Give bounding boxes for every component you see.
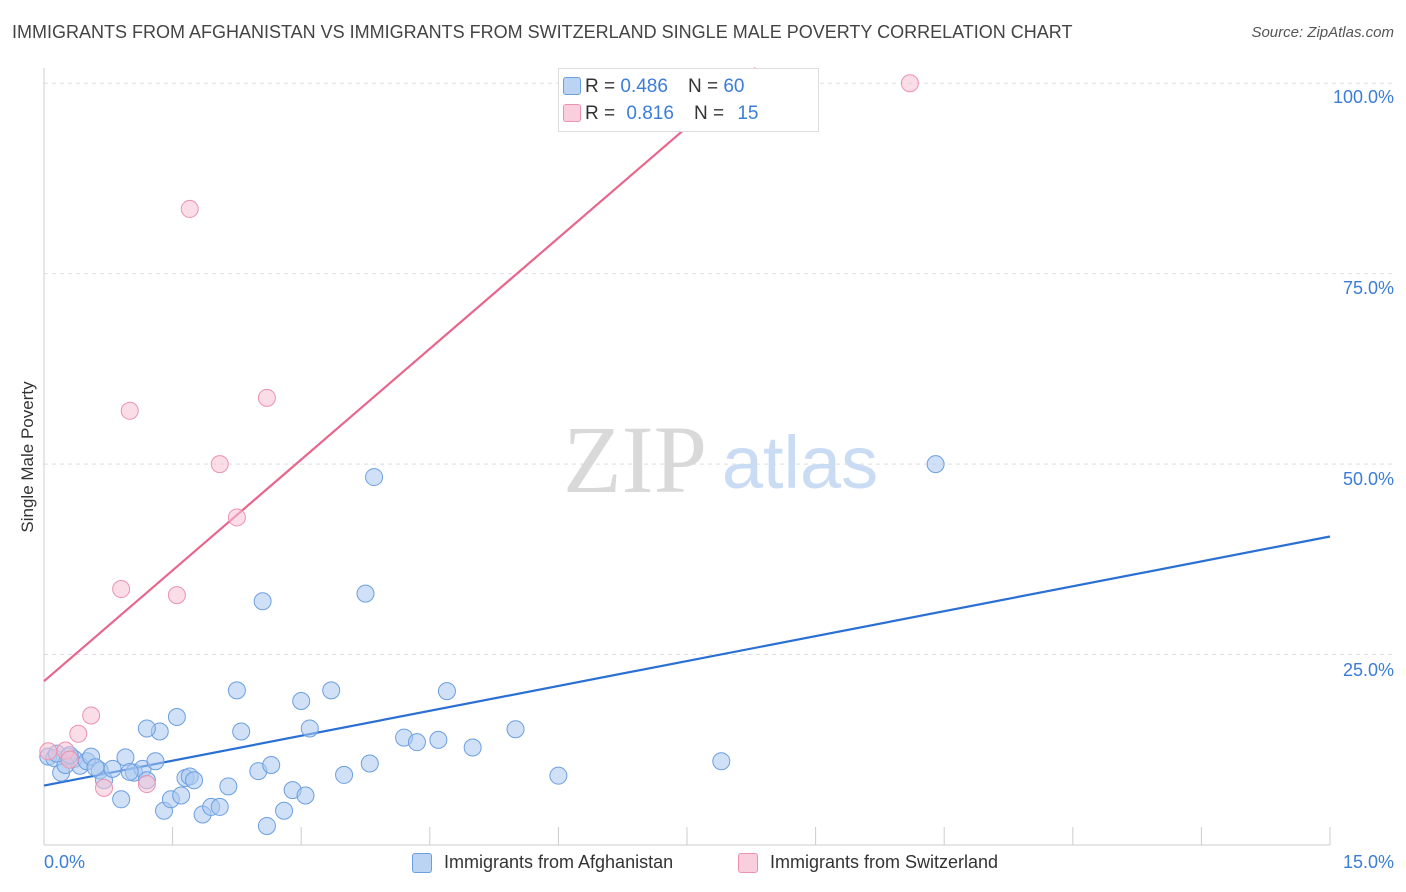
- data-point-afghanistan: [300, 719, 319, 738]
- data-point-afghanistan: [275, 801, 294, 820]
- data-point-afghanistan: [429, 730, 448, 749]
- data-point-afghanistan: [257, 816, 276, 835]
- x-tick-label-min: 0.0%: [44, 852, 86, 872]
- trend-line-afghanistan: [43, 535, 1331, 787]
- data-point-afghanistan: [137, 719, 156, 738]
- data-point-afghanistan: [926, 455, 945, 474]
- data-point-switzerland: [60, 750, 79, 769]
- data-point-switzerland: [167, 586, 186, 605]
- data-point-afghanistan: [292, 692, 311, 711]
- stats-row-afghanistan: R = 0.486 N = 60: [563, 75, 745, 99]
- data-point-afghanistan: [322, 681, 341, 700]
- n-value: 15: [737, 103, 759, 124]
- trend-line-switzerland: [43, 67, 757, 683]
- n-label: N =: [687, 76, 719, 97]
- data-point-switzerland: [95, 778, 114, 797]
- data-point-afghanistan: [356, 584, 375, 603]
- data-point-afghanistan: [296, 786, 315, 805]
- data-point-afghanistan: [172, 786, 191, 805]
- y-tick-label-100: 100.0%: [1332, 87, 1394, 107]
- data-point-afghanistan: [232, 722, 251, 741]
- r-label: R =: [585, 103, 616, 124]
- data-point-afghanistan: [506, 720, 525, 739]
- legend-item-switzerland: Immigrants from Switzerland: [738, 852, 998, 873]
- data-point-afghanistan: [219, 777, 238, 796]
- r-value: 0.486: [620, 76, 668, 97]
- data-point-switzerland: [180, 199, 199, 218]
- data-point-switzerland: [257, 388, 276, 407]
- data-point-switzerland: [120, 401, 139, 420]
- data-point-switzerland: [900, 74, 919, 93]
- chart-title: IMMIGRANTS FROM AFGHANISTAN VS IMMIGRANT…: [12, 22, 1073, 42]
- data-point-afghanistan: [253, 592, 272, 611]
- trend-layer: [43, 67, 1331, 787]
- data-point-switzerland: [227, 508, 246, 527]
- data-point-switzerland: [69, 724, 88, 743]
- r-label: R =: [585, 76, 616, 97]
- switzerland-swatch: [563, 104, 581, 122]
- n-value: 60: [723, 76, 745, 97]
- stats-row-switzerland: R = 0.816 N = 15: [563, 102, 759, 126]
- data-point-afghanistan: [365, 468, 384, 487]
- data-point-afghanistan: [120, 762, 139, 781]
- data-point-afghanistan: [210, 797, 229, 816]
- data-point-switzerland: [39, 742, 58, 761]
- y-tick-label-50: 50.0%: [1342, 469, 1394, 489]
- data-point-afghanistan: [335, 765, 354, 784]
- data-point-switzerland: [210, 455, 229, 474]
- watermark-zip: ZIP: [563, 406, 707, 513]
- legend-label-switzerland: Immigrants from Switzerland: [770, 852, 999, 872]
- data-point-afghanistan: [360, 754, 379, 773]
- afghanistan-legend-swatch: [412, 852, 432, 873]
- r-value: 0.816: [626, 103, 674, 124]
- data-point-afghanistan: [86, 758, 105, 777]
- x-tick-label-max: 15.0%: [1342, 852, 1394, 872]
- data-point-switzerland: [112, 580, 131, 599]
- data-point-afghanistan: [227, 681, 246, 700]
- data-point-afghanistan: [112, 790, 131, 809]
- legend-item-afghanistan: Immigrants from Afghanistan: [412, 852, 673, 873]
- watermark-atlas: atlas: [722, 421, 878, 504]
- y-tick-label-75: 75.0%: [1342, 278, 1394, 298]
- y-tick-label-25: 25.0%: [1342, 660, 1394, 680]
- series-legend: Immigrants from Afghanistan Immigrants f…: [0, 852, 1406, 878]
- watermark: ZIP atlas: [563, 406, 878, 513]
- stats-legend: R = 0.486 N = 60 R = 0.816 N = 15: [558, 68, 819, 132]
- data-point-afghanistan: [146, 752, 165, 771]
- data-point-afghanistan: [437, 682, 456, 701]
- data-point-afghanistan: [549, 766, 568, 785]
- data-point-afghanistan: [185, 771, 204, 790]
- data-point-afghanistan: [262, 756, 281, 775]
- y-axis-label: Single Male Poverty: [18, 381, 37, 533]
- points-layer: [39, 74, 945, 835]
- data-point-afghanistan: [712, 752, 731, 771]
- afghanistan-swatch: [563, 77, 581, 95]
- legend-label-afghanistan: Immigrants from Afghanistan: [444, 852, 674, 872]
- source-label: Source: ZipAtlas.com: [1251, 24, 1394, 41]
- data-point-afghanistan: [407, 733, 426, 752]
- n-label: N =: [693, 103, 725, 124]
- data-point-afghanistan: [463, 738, 482, 757]
- data-point-switzerland: [82, 706, 101, 725]
- switzerland-legend-swatch: [738, 852, 758, 873]
- data-point-afghanistan: [167, 708, 186, 727]
- data-point-switzerland: [137, 775, 156, 794]
